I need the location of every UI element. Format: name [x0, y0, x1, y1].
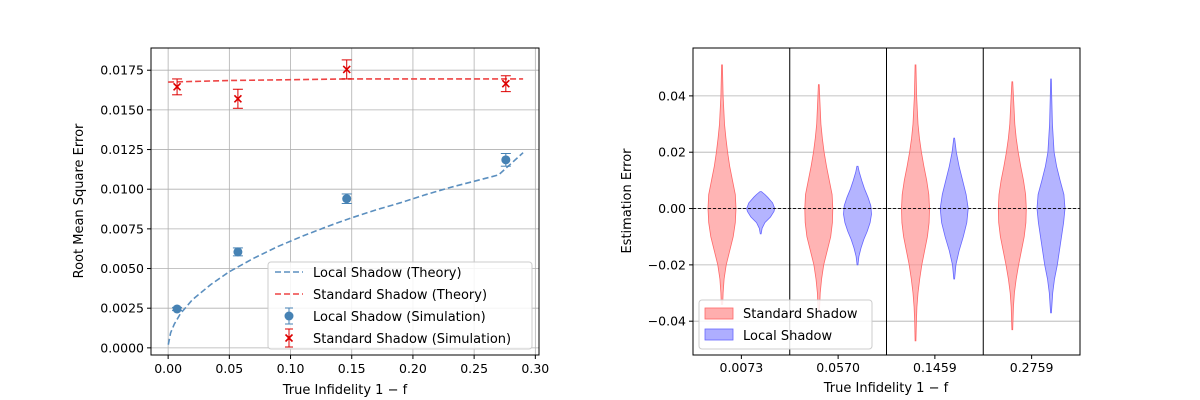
legend-local-sim-label: Local Shadow (Simulation): [313, 310, 486, 325]
local-violin-0.0570: [843, 165, 872, 266]
standard-violin-0.2759: [997, 81, 1027, 331]
legend-local-theory-label: Local Shadow (Theory): [313, 266, 462, 281]
left-y-tick-label: 0.0100: [100, 182, 144, 197]
standard-sim-point: [232, 88, 243, 109]
left-y-tick-label: 0.0125: [100, 142, 144, 157]
left-y-axis-label: Root Mean Square Error: [72, 123, 87, 278]
local-sim-point: [500, 153, 511, 167]
right-x-tick-label: 0.0570: [816, 360, 860, 375]
legend-standard-label: Standard Shadow: [743, 307, 858, 322]
legend-local-swatch: [704, 328, 734, 341]
local-sim-point: [232, 247, 243, 257]
standard-violin-0.0570: [804, 84, 834, 311]
standard-sim-point: [341, 59, 352, 80]
legend-standard-sim-label: Standard Shadow (Simulation): [313, 332, 511, 347]
left-legend: Local Shadow (Theory) Standard Shadow (T…: [267, 261, 533, 350]
left-x-tick-label: 0.25: [460, 361, 488, 376]
right-legend-box: [698, 299, 873, 350]
right-y-ticks: −0.04 −0.02 0.00 0.02 0.04: [648, 88, 693, 329]
right-y-tick-label: −0.02: [648, 257, 686, 272]
left-y-ticks: 0.0000 0.0025 0.0050 0.0075 0.0100 0.0125 0.01…: [100, 63, 151, 355]
standard-violin-0.0073: [707, 64, 737, 305]
local-theory-line: [167, 152, 524, 345]
local-violin-0.2759: [1036, 78, 1066, 314]
local-sim-point: [341, 193, 352, 204]
standard-violin-0.1459: [901, 64, 930, 342]
left-x-tick-label: 0.20: [399, 361, 427, 376]
left-x-axis-label: True Infidelity 1 − f: [282, 383, 408, 398]
right-x-tick-label: 0.1459: [913, 360, 957, 375]
left-legend-box: [267, 261, 533, 350]
left-x-tick-label: 0.05: [215, 361, 243, 376]
right-x-axis-label: True Infidelity 1 − f: [823, 381, 949, 396]
legend-standard-swatch: [704, 307, 734, 320]
standard-sim-point: [172, 78, 183, 96]
standard-sim-point: [500, 75, 511, 93]
local-violin-0.0073: [746, 191, 776, 235]
legend-standard-theory-label: Standard Shadow (Theory): [313, 288, 487, 303]
left-y-tick-label: 0.0000: [100, 340, 144, 355]
right-legend: Standard Shadow Local Shadow: [698, 299, 873, 350]
legend-local-label: Local Shadow: [743, 329, 832, 344]
legend-local-sim-swatch: [284, 307, 294, 325]
legend-standard-sim-swatch: [284, 328, 294, 348]
left-y-tick-label: 0.0075: [100, 221, 144, 236]
right-plot-frame: [692, 47, 1081, 356]
rmse-chart: 0.00 0.05 0.10 0.15 0.20 0.25 0.30 0.0000 0.002…: [72, 47, 549, 398]
right-y-tick-label: 0.04: [658, 88, 686, 103]
estimation-error-violin-chart: 0.0073 0.0570 0.1459 0.2759 −0.04 −0.02 0.00 0…: [620, 47, 1081, 396]
right-y-axis-label: Estimation Error: [620, 148, 635, 254]
left-x-tick-label: 0.30: [521, 361, 549, 376]
left-plot-frame: [150, 47, 540, 356]
right-x-tick-label: 0.2759: [1010, 360, 1054, 375]
left-x-tick-label: 0.10: [277, 361, 305, 376]
left-y-tick-label: 0.0025: [100, 301, 144, 316]
left-x-ticks: 0.00 0.05 0.10 0.15 0.20 0.25 0.30: [154, 355, 549, 376]
left-y-tick-label: 0.0150: [100, 102, 144, 117]
left-y-tick-label: 0.0175: [100, 63, 144, 78]
right-y-tick-label: −0.04: [648, 314, 686, 329]
left-series: [167, 59, 524, 345]
right-y-tick-label: 0.02: [658, 145, 686, 160]
right-y-tick-label: 0.00: [658, 201, 686, 216]
left-x-tick-label: 0.15: [338, 361, 366, 376]
right-x-tick-label: 0.0073: [720, 360, 764, 375]
left-grid: [151, 48, 539, 355]
left-y-tick-label: 0.0050: [100, 261, 144, 276]
right-x-ticks: 0.0073 0.0570 0.1459 0.2759: [720, 355, 1054, 375]
left-x-tick-label: 0.00: [154, 361, 182, 376]
local-sim-point: [172, 304, 183, 314]
right-violins: [707, 64, 1066, 342]
